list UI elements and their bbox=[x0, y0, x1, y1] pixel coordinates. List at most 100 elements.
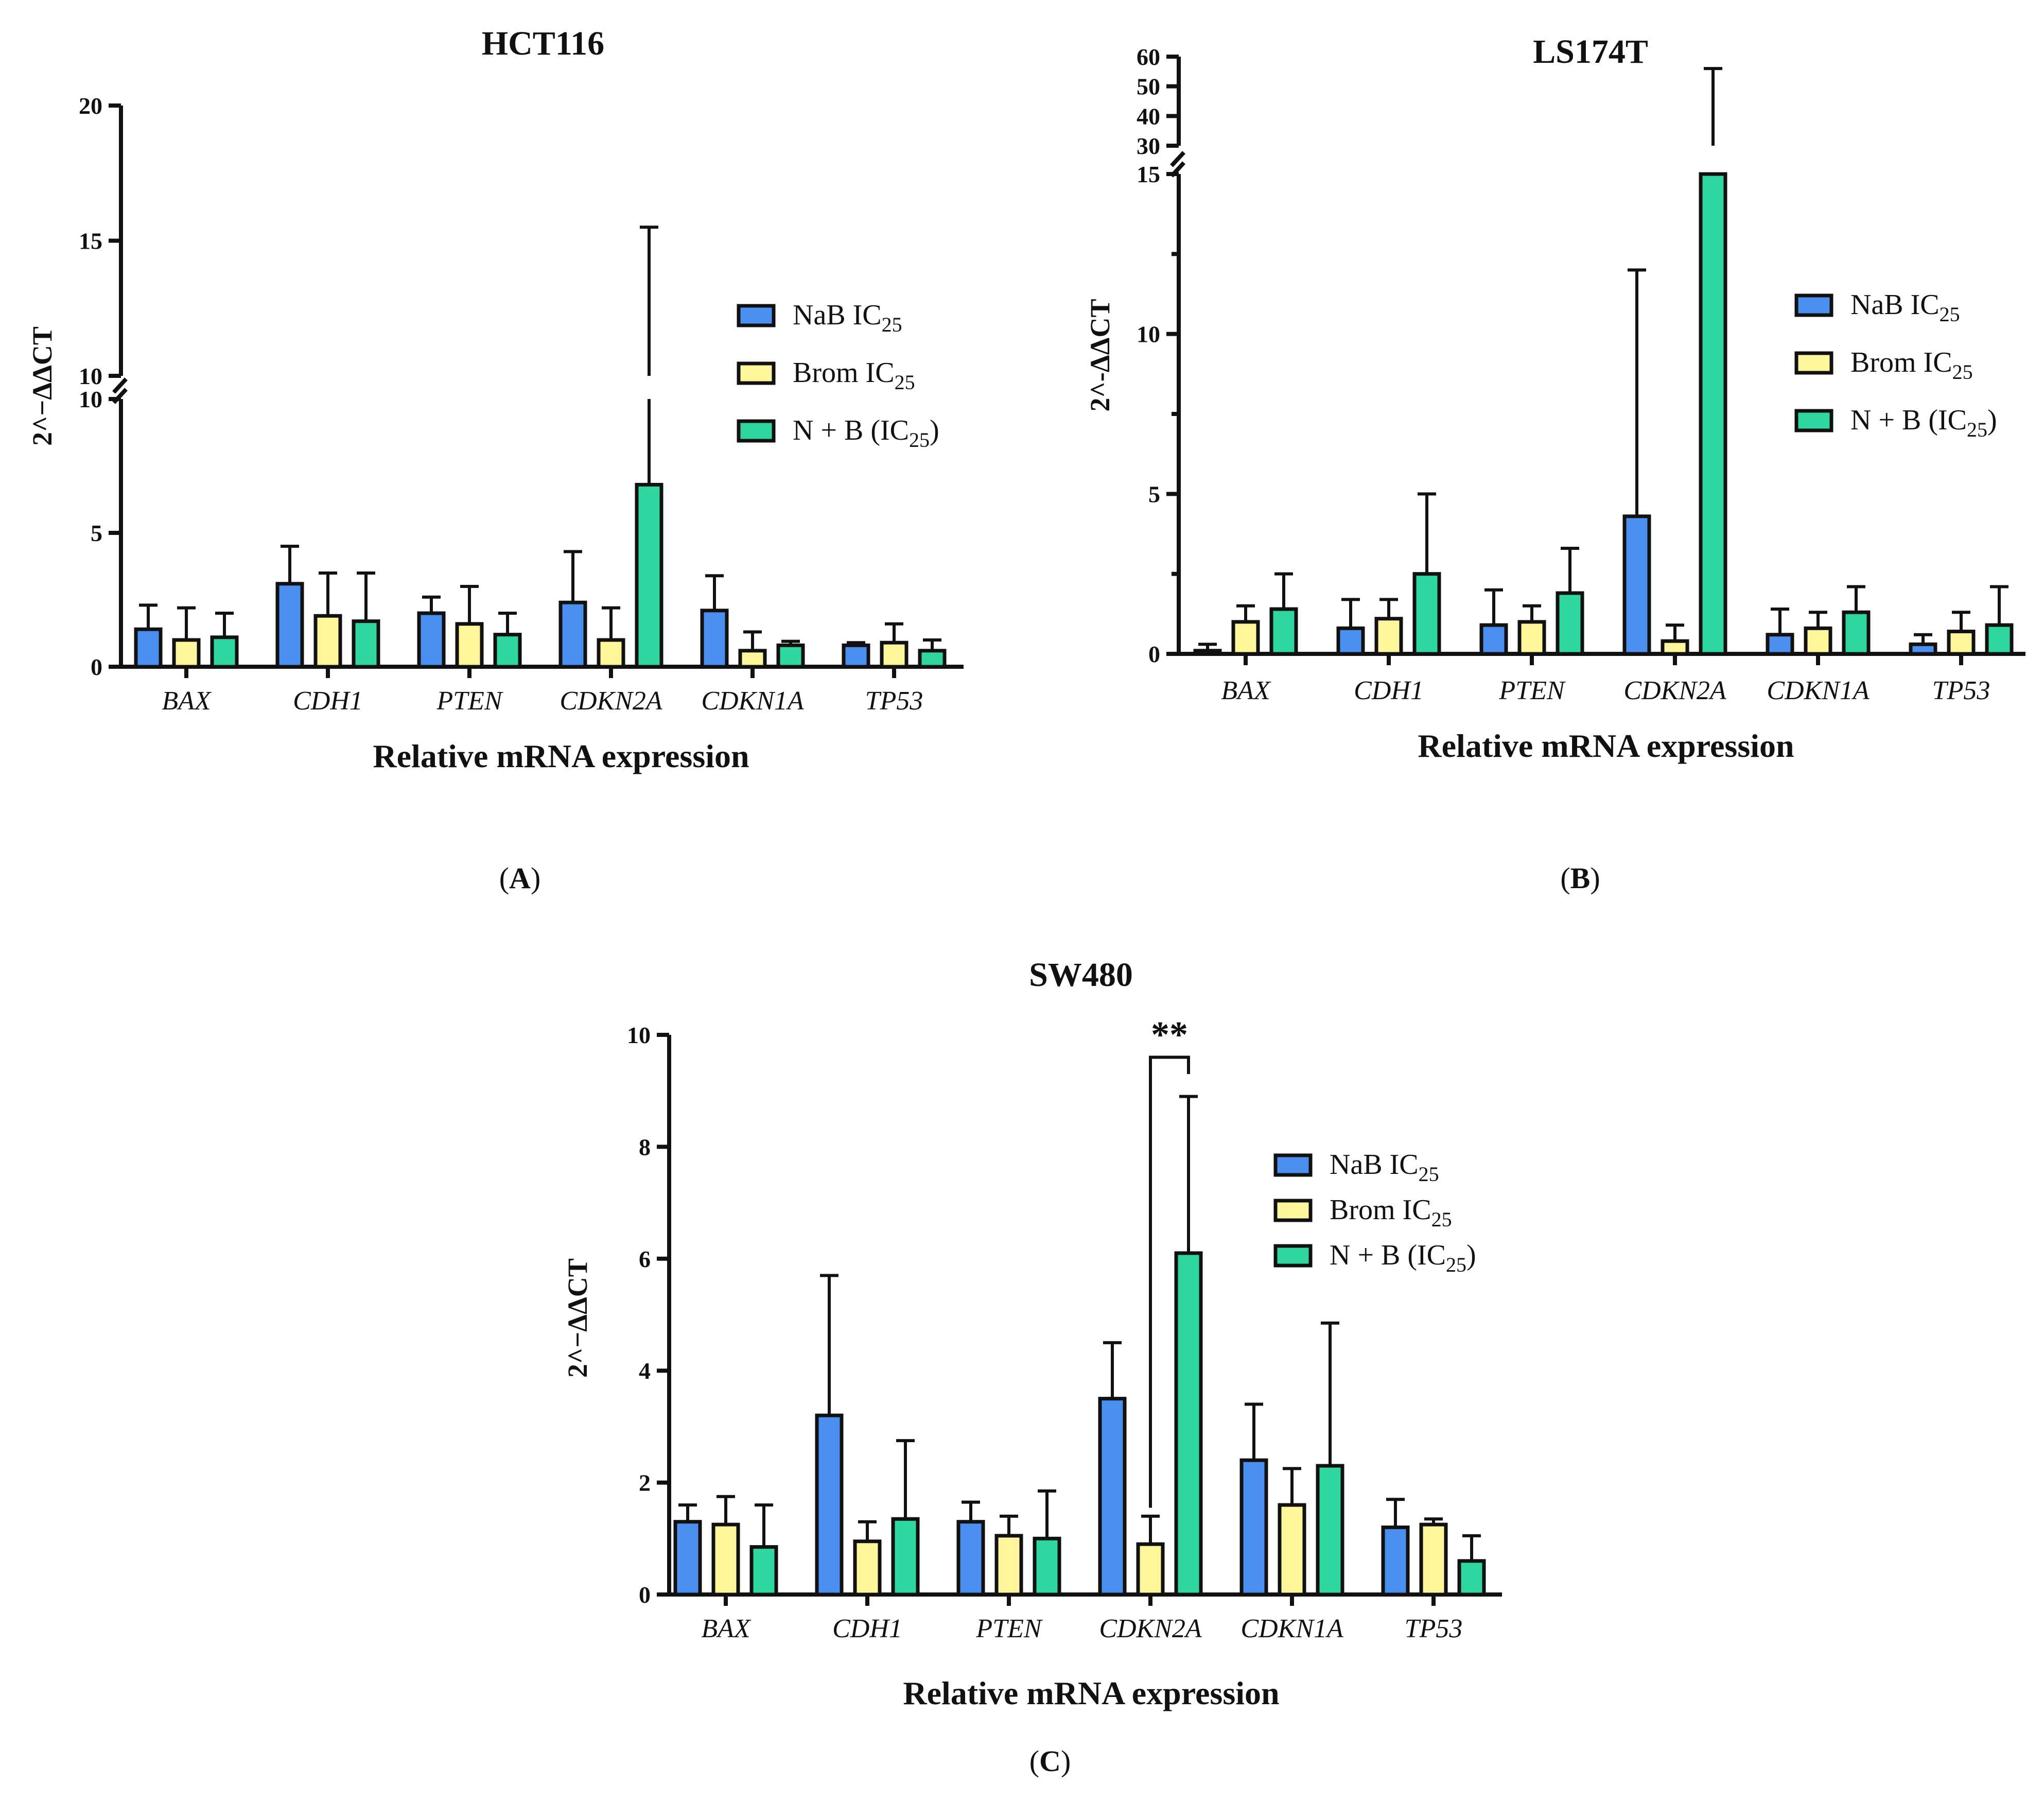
error-bar-n-b-ic25-cdkn2a bbox=[640, 226, 658, 485]
error-bar-n-b-ic25-cdh1 bbox=[357, 571, 375, 621]
x-tick-label-cdh1: CDH1 bbox=[1354, 676, 1424, 705]
error-bar-n-b-ic25-tp53 bbox=[1990, 585, 2008, 626]
y-tick-label: 30 bbox=[1137, 133, 1160, 159]
y-tick-label: 4 bbox=[639, 1358, 651, 1384]
error-bar-n-b-ic25-pten bbox=[498, 612, 517, 635]
error-bar-brom-ic25-cdkn1a bbox=[1809, 611, 1827, 629]
y-tick-label: 8 bbox=[639, 1134, 651, 1160]
legend-label: N + B (IC25) bbox=[1850, 404, 1997, 441]
error-bar-n-b-ic25-cdh1 bbox=[896, 1439, 915, 1519]
chart-panel-sw480: SW480 2^−ΔΔCT Relative mRNA expression N… bbox=[562, 956, 1502, 1711]
error-bar-nab-ic25-cdkn1a bbox=[1771, 608, 1789, 635]
legend-label: Brom IC25 bbox=[793, 357, 915, 394]
error-bar-brom-ic25-pten bbox=[1000, 1514, 1018, 1536]
y-tick-label: 0 bbox=[639, 1582, 651, 1608]
legend-label: NaB IC25 bbox=[1850, 289, 1960, 326]
bar-brom-ic25-cdkn2a bbox=[597, 638, 625, 669]
error-bar-brom-ic25-pten bbox=[460, 585, 479, 624]
legend-item-nab-ic25: NaB IC25 bbox=[1273, 1149, 1439, 1186]
y-tick-label: 10 bbox=[79, 363, 102, 389]
error-bar-n-b-ic25-cdkn1a bbox=[781, 639, 800, 646]
legend-label: NaB IC25 bbox=[793, 299, 902, 336]
bar-brom-ic25-cdkn1a bbox=[1804, 626, 1832, 656]
x-tick-label-cdh1: CDH1 bbox=[293, 686, 363, 716]
y-tick-label: 20 bbox=[79, 93, 102, 119]
bar-n-b-ic25-cdkn1a bbox=[1316, 1464, 1344, 1597]
error-bar-nab-ic25-tp53 bbox=[847, 641, 865, 646]
y-tick-label: 40 bbox=[1137, 103, 1160, 129]
error-bar-brom-ic25-bax bbox=[177, 606, 196, 640]
bar-brom-ic25-bax bbox=[1231, 620, 1260, 656]
y-axis-label: 2^−ΔΔCT bbox=[27, 326, 58, 446]
bar-nab-ic25-cdkn1a bbox=[700, 609, 729, 669]
bracket-line bbox=[1149, 1055, 1190, 1508]
axis-break-mark bbox=[112, 377, 128, 394]
y-tick-label: 6 bbox=[639, 1246, 651, 1272]
y-tick-label: 0 bbox=[1148, 641, 1160, 667]
bar-n-b-ic25-tp53 bbox=[918, 649, 947, 669]
error-bar-brom-ic25-cdh1 bbox=[319, 571, 337, 616]
x-tick-label-cdkn2a: CDKN2A bbox=[1623, 676, 1726, 705]
y-tick-label: 60 bbox=[1137, 44, 1160, 70]
axis-break-mark bbox=[1170, 151, 1185, 167]
x-tick-label-tp53: TP53 bbox=[1405, 1614, 1463, 1643]
x-axis-label: Relative mRNA expression bbox=[373, 738, 749, 774]
chart-title: LS174T bbox=[1533, 33, 1648, 71]
error-bar-nab-ic25-cdh1 bbox=[1341, 598, 1360, 629]
y-ticks: 0 2 4 6 8 10 bbox=[627, 1022, 669, 1608]
x-tick-label-bax: BAX bbox=[162, 686, 212, 716]
y-tick-label: 5 bbox=[91, 520, 102, 546]
legend-swatch bbox=[737, 419, 776, 443]
error-bar-n-b-ic25-bax bbox=[755, 1503, 773, 1547]
legend: NaB IC25 Brom IC25 N + B (IC25) bbox=[1794, 289, 1997, 441]
error-bar-n-b-ic25-cdkn1a bbox=[1847, 585, 1865, 613]
chart-title: SW480 bbox=[1029, 956, 1133, 994]
significance-label: ** bbox=[1151, 1014, 1188, 1055]
significance-bracket: ** bbox=[1149, 1014, 1190, 1508]
legend-swatch bbox=[737, 361, 776, 385]
bars: BAX CDH1 PTEN CDKN2A CDKN1A TP53 bbox=[673, 1095, 1486, 1643]
x-tick-label-cdkn2a: CDKN2A bbox=[1099, 1614, 1202, 1643]
bar-nab-ic25-cdh1 bbox=[815, 1413, 844, 1597]
bar-n-b-ic25-bax bbox=[210, 635, 239, 669]
bar-n-b-ic25-pten bbox=[493, 633, 522, 669]
error-bar-nab-ic25-pten bbox=[962, 1500, 980, 1522]
bars: BAX CDH1 PTEN CDKN2A CDKN1A TP53 bbox=[134, 226, 947, 716]
panel-label-b: (B) bbox=[1560, 861, 1600, 895]
error-bar-brom-ic25-bax bbox=[717, 1495, 735, 1525]
bar-n-b-ic25-cdkn1a bbox=[776, 643, 805, 669]
error-bar-nab-ic25-bax bbox=[678, 1503, 697, 1522]
error-bar-brom-ic25-pten bbox=[1523, 604, 1541, 622]
error-bar-n-b-ic25-cdh1 bbox=[1418, 492, 1436, 574]
error-bar-nab-ic25-cdh1 bbox=[820, 1274, 838, 1416]
x-tick-label-bax: BAX bbox=[701, 1614, 752, 1643]
legend-label: Brom IC25 bbox=[1330, 1194, 1452, 1231]
error-bar-nab-ic25-pten bbox=[422, 595, 441, 613]
bar-n-b-ic25-tp53 bbox=[1457, 1559, 1486, 1597]
error-bar-brom-ic25-cdkn2a bbox=[602, 606, 620, 640]
error-bar-nab-ic25-cdkn2a bbox=[1628, 268, 1646, 516]
x-tick-label-pten: PTEN bbox=[436, 686, 503, 716]
bar-brom-ic25-tp53 bbox=[1947, 630, 1976, 656]
x-tick-label-cdkn1a: CDKN1A bbox=[1241, 1614, 1343, 1643]
bar-n-b-ic25-cdh1 bbox=[352, 619, 380, 669]
x-tick-label-pten: PTEN bbox=[1498, 676, 1566, 705]
legend-swatch bbox=[1794, 293, 1833, 317]
error-bar-nab-ic25-cdkn1a bbox=[705, 574, 724, 611]
bar-nab-ic25-cdkn1a bbox=[1766, 633, 1794, 656]
legend-item-nab-ic25: NaB IC25 bbox=[1794, 289, 1960, 326]
legend-item-brom-ic25: Brom IC25 bbox=[737, 357, 915, 394]
bar-nab-ic25-cdkn2a bbox=[1098, 1397, 1127, 1597]
legend-item-n-b-ic25: N + B (IC25) bbox=[737, 414, 939, 452]
error-bar-brom-ic25-cdkn1a bbox=[743, 630, 762, 651]
bar-nab-ic25-cdh1 bbox=[275, 582, 304, 669]
legend-swatch bbox=[1794, 409, 1833, 432]
bar-nab-ic25-cdkn1a bbox=[1239, 1458, 1268, 1597]
bar-n-b-ic25-cdh1 bbox=[1412, 572, 1441, 656]
legend-swatch bbox=[737, 304, 776, 327]
x-tick-label-bax: BAX bbox=[1221, 676, 1271, 705]
y-tick-label: 2 bbox=[639, 1470, 651, 1496]
legend-item-brom-ic25: Brom IC25 bbox=[1794, 346, 1973, 384]
error-bar-brom-ic25-cdkn2a bbox=[1141, 1514, 1160, 1545]
bar-nab-ic25-cdh1 bbox=[1336, 626, 1365, 656]
